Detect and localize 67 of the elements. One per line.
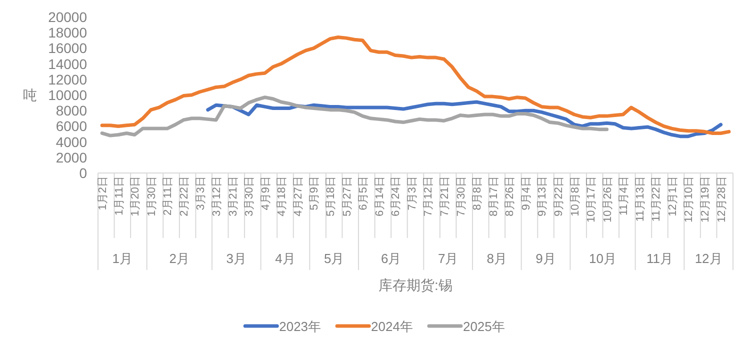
y-tick-label: 16000 [48, 40, 88, 56]
x-tick-label: 10月8日 [569, 176, 582, 216]
text: 1月 [112, 251, 133, 266]
x-tick-label: 8月8日 [472, 176, 484, 210]
x-tick-label: 3月21日 [227, 176, 240, 216]
x-tick-label: 3月12日 [211, 176, 224, 216]
x-tick-label: 1月30日 [146, 176, 158, 216]
x-tick-label: 4月27日 [292, 176, 304, 216]
y-tick-label: 8000 [56, 102, 88, 119]
text: 4月 [275, 251, 296, 266]
x-tick-label: 6月14日 [374, 176, 386, 216]
y-tick-label: 6000 [56, 118, 88, 134]
text: 10月 [589, 251, 616, 266]
x-tick-label: 5月18日 [325, 176, 338, 216]
x-tick-label: 12月28日 [716, 176, 728, 222]
text: 6月 [380, 251, 402, 266]
x-tick-label: 6月5日 [358, 176, 370, 210]
x-tick-label: 3月30日 [244, 176, 256, 216]
x-tick-label: 12月1日 [666, 176, 679, 216]
text: 2月 [169, 251, 190, 266]
x-tick-label: 11月13日 [634, 176, 646, 222]
text: 12月 [694, 251, 722, 266]
x-tick-label: 11月22日 [650, 176, 663, 222]
y-tick-label: 18000 [48, 24, 88, 41]
x-axis-title: 库存期货:锡 [378, 277, 452, 293]
x-tick-label: 10月26日 [602, 176, 614, 222]
x-tick-label: 2月22日 [178, 176, 190, 216]
y-tick-label: 12000 [48, 71, 88, 88]
text: 7月 [438, 251, 458, 266]
x-tick-label: 10月17日 [586, 176, 598, 222]
x-tick-label: 5月27日 [341, 176, 354, 216]
x-tick-label: 9月22日 [552, 176, 565, 216]
y-axis-title: 吨 [23, 87, 37, 103]
x-tick-label: 1月11日 [113, 176, 126, 216]
y-tick-label: 20000 [48, 9, 88, 25]
x-tick-label: 3月3日 [194, 176, 207, 210]
x-tick-label: 2月11日 [162, 176, 174, 216]
x-tick-label: 9月13日 [536, 176, 549, 216]
x-tick-label: 11月4日 [618, 176, 630, 216]
text: 11月 [646, 251, 673, 266]
x-tick-label: 4月9日 [260, 176, 272, 210]
text: 5月 [324, 251, 344, 266]
y-tick-label: 10000 [48, 87, 88, 103]
x-tick-label: 12月19日 [700, 176, 712, 222]
x-tick-label: 7月12日 [422, 176, 435, 216]
x-tick-label: 4月18日 [276, 176, 288, 216]
y-tick-label: 0 [79, 165, 88, 181]
x-tick-label: 7月21日 [438, 176, 451, 216]
x-tick-label: 7月30日 [455, 176, 468, 216]
legend-label: 2024年 [371, 319, 413, 334]
x-tick-label: 6月24日 [390, 176, 402, 216]
x-tick-label: 9月4日 [520, 176, 532, 210]
text: 8月 [486, 251, 508, 266]
x-tick-label: 8月17日 [488, 176, 500, 216]
x-tick-label: 5月9日 [308, 176, 321, 210]
text: 3月 [226, 251, 247, 266]
legend-label: 2025年 [462, 319, 505, 334]
x-tick-label: 8月26日 [504, 176, 516, 216]
y-tick-label: 4000 [56, 134, 88, 150]
y-tick-label: 14000 [48, 56, 88, 72]
text: 9月 [536, 251, 556, 266]
legend-label: 2023年 [279, 319, 322, 334]
x-tick-label: 12月10日 [683, 176, 696, 222]
x-tick-label: 1月2日 [97, 176, 110, 210]
x-tick-label: 7月3日 [406, 176, 418, 210]
y-tick-label: 2000 [56, 149, 88, 166]
x-tick-label: 1月20日 [130, 176, 142, 216]
